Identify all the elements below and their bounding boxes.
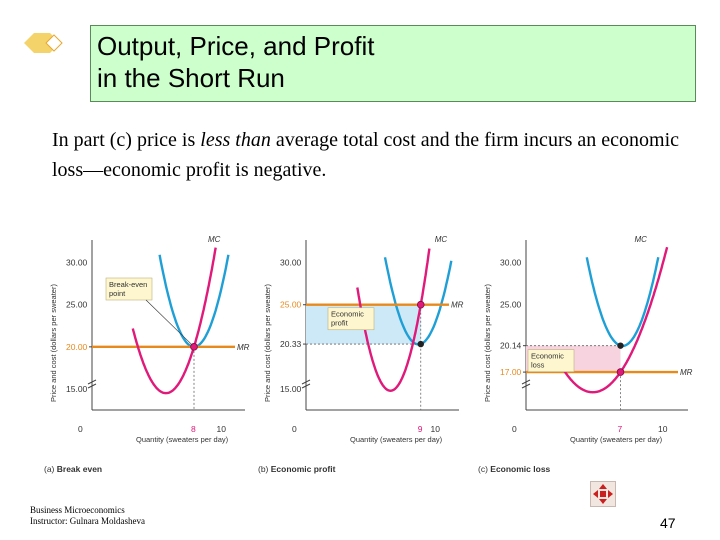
annotation-box [327, 307, 375, 331]
mc-curve [356, 248, 431, 393]
four-arrows-navigation-icon[interactable] [590, 481, 616, 507]
body-text: In part (c) price is less than average t… [52, 125, 702, 185]
title-line-1: Output, Price, and Profit [97, 31, 375, 61]
profit-max-point [416, 300, 425, 309]
y-axis-title: Price and cost (dollars per sweater) [263, 284, 272, 402]
chart-caption: (c) Economic loss [478, 464, 551, 474]
body-text-part-2: average total cost and the firm incurs a… [52, 129, 680, 181]
annotation-line-2: loss [531, 361, 545, 370]
y-tick-label: 25.00 [500, 300, 522, 310]
footer: Business Microeconomics Instructor: Guln… [30, 505, 145, 527]
mr-label: MR [451, 301, 464, 310]
x-tick-label: 10 [431, 424, 441, 434]
slide-title: Output, Price, and Profit in the Short R… [90, 25, 696, 102]
caption-letter: (c) [478, 464, 490, 474]
mc-label: MC [435, 235, 448, 244]
caption-title: Economic profit [271, 464, 336, 474]
chart-caption: (b) Economic profit [258, 464, 336, 474]
footer-course: Business Microeconomics [30, 505, 125, 515]
y-axis-title: Price and cost (dollars per sweater) [49, 284, 58, 402]
y-tick-label: 15.00 [280, 384, 302, 394]
cost-curve-charts: 15.0020.0025.0030.000810MCATCMRBreak-eve… [44, 235, 693, 474]
atc-curve [585, 256, 660, 348]
y-tick-label: 25.00 [66, 300, 88, 310]
x-tick-label: 0 [512, 424, 517, 434]
annotation-line-2: profit [331, 319, 349, 328]
annotation-line-1: Economic [331, 310, 364, 319]
y-tick-label: 30.00 [280, 258, 302, 268]
atc-point [617, 342, 624, 349]
x-tick-label: 0 [78, 424, 83, 434]
x-tick-label: 10 [217, 424, 227, 434]
atc-point [417, 340, 424, 348]
annotation-pointer [145, 299, 193, 346]
title-line-2: in the Short Run [97, 63, 285, 93]
y-tick-label: 17.00 [500, 367, 522, 377]
annotation-line-1: Break-even [109, 280, 147, 289]
y-tick-label: 25.00 [280, 300, 302, 310]
x-tick-label: 0 [292, 424, 297, 434]
chart-caption: (a) Break even [44, 464, 102, 474]
y-tick-label: 20.33 [280, 339, 302, 349]
chart-panel-2: 15.0020.3325.0030.000910MCATCMREconomicp… [258, 235, 464, 474]
axis-break-icon [301, 379, 311, 389]
mc-label: MC [208, 235, 221, 244]
x-tick-label: 10 [658, 424, 668, 434]
annotation-line-2: point [109, 289, 126, 298]
caption-letter: (a) [44, 464, 57, 474]
chart-panel-1: 15.0020.0025.0030.000810MCATCMRBreak-eve… [44, 235, 250, 474]
x-tick-label: 9 [418, 424, 423, 434]
body-text-part-1: In part (c) price is [52, 129, 201, 151]
y-tick-label: 20.00 [66, 342, 88, 352]
caption-title: Economic loss [490, 464, 550, 474]
x-tick-label: 8 [191, 424, 196, 434]
page-number: 47 [660, 515, 676, 531]
annotation-box [527, 349, 575, 372]
caption-title: Break even [57, 464, 102, 474]
axis-break-icon [521, 379, 531, 389]
y-tick-label: 30.00 [500, 258, 522, 268]
mr-label: MR [680, 368, 693, 377]
mr-label: MR [237, 343, 250, 352]
mc-curve [131, 247, 217, 395]
x-axis-title: Quantity (sweaters per day) [136, 435, 229, 444]
x-axis-title: Quantity (sweaters per day) [350, 435, 443, 444]
chart-panel-3: 17.0020.1425.0030.000710MCATCMREconomicl… [478, 235, 693, 474]
caption-letter: (b) [258, 464, 271, 474]
y-axis-title: Price and cost (dollars per sweater) [483, 284, 492, 402]
diamond-bullet-icon [24, 33, 63, 53]
mc-curve [556, 246, 669, 394]
x-tick-label: 7 [618, 424, 623, 434]
annotation-line-1: Economic [531, 352, 564, 361]
y-tick-label: 15.00 [66, 384, 88, 394]
body-text-italic: less than [200, 129, 271, 151]
profit-max-point [616, 368, 625, 376]
x-axis-title: Quantity (sweaters per day) [570, 435, 663, 444]
footer-instructor: Instructor: Gulnara Moldasheva [30, 516, 145, 526]
y-tick-label: 30.00 [66, 258, 88, 268]
annotation-box [105, 277, 153, 301]
y-tick-label: 20.14 [500, 341, 522, 351]
axis-break-icon [87, 379, 97, 389]
mc-label: MC [635, 235, 648, 244]
atc-curve [158, 254, 230, 349]
profit-max-point [190, 343, 198, 351]
